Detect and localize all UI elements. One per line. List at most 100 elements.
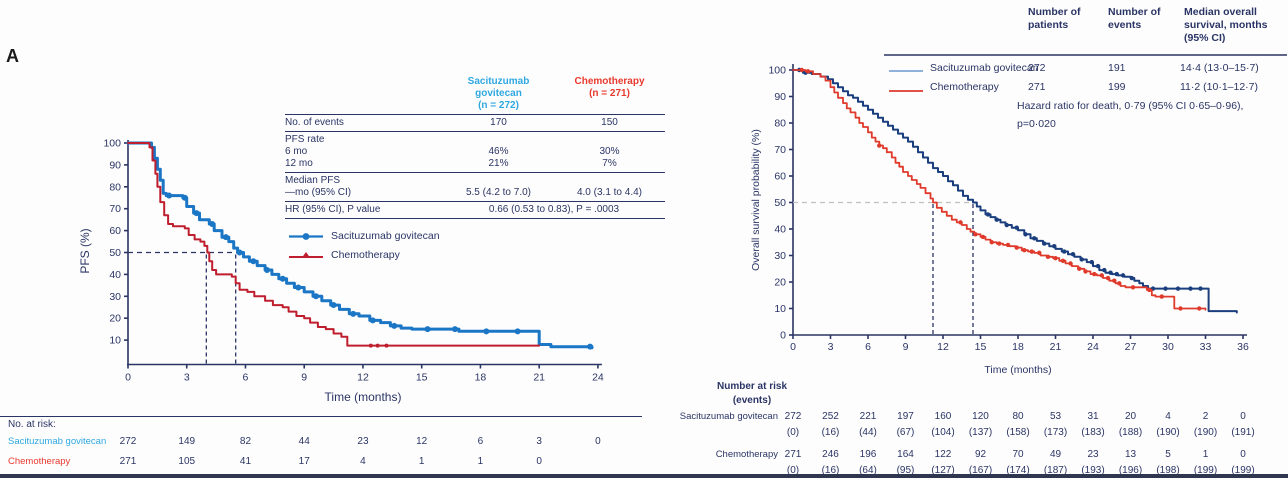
pfs-rate-row: PFS rate — [285, 134, 665, 146]
hr-value: 0.66 (0.53 to 0.83), P = .0003 — [488, 204, 620, 215]
at-risk-value: (0) — [786, 465, 800, 476]
at-risk-value: (198) — [1156, 465, 1180, 476]
at-risk-value: 105 — [178, 456, 196, 467]
pfs-table-col1-header: Sacituzumab govitecan (n = 272) — [443, 76, 554, 112]
y-tick-label: 40 — [774, 224, 786, 236]
at-risk-value: 2 — [1202, 411, 1209, 422]
at-risk-value: 53 — [1049, 411, 1062, 422]
os-axes — [789, 64, 1247, 339]
y-tick-label: 60 — [774, 171, 786, 183]
at-risk-value: (190) — [1156, 427, 1180, 438]
at-risk-value: 31 — [1087, 411, 1099, 422]
pfs-censor-marks-sacituzumab-govitecan — [166, 192, 594, 350]
events-label: No. of events — [285, 117, 344, 128]
os-legend-label-chemotherapy: Chemotherapy — [930, 81, 999, 93]
table-rule — [285, 172, 665, 173]
at-risk-value: 272 — [119, 436, 137, 447]
pfs-tick-labels: 0 3 6 9 12 15 18 21 24 10 20 30 40 50 60 70 80 90 100 — [103, 138, 603, 384]
spacer — [285, 76, 443, 112]
at-risk-value: (188) — [1118, 427, 1143, 438]
at-risk-value: (199) — [1193, 465, 1218, 476]
at-risk-value: 120 — [972, 411, 989, 422]
events-value-sg: 170 — [490, 117, 507, 128]
rate-12mo-label: 12 mo — [285, 158, 313, 169]
x-tick-label: 3 — [828, 341, 834, 353]
pfs-legend-label-chemotherapy: Chemotherapy — [331, 249, 400, 261]
at-risk-value: 197 — [897, 411, 914, 422]
at-risk-value: 271 — [119, 456, 137, 467]
at-risk-value: 149 — [178, 436, 196, 447]
y-tick-label: 70 — [774, 144, 786, 156]
y-tick-label: 0 — [780, 330, 786, 342]
rate-12mo-sg: 21% — [488, 158, 509, 169]
table-rule — [285, 131, 665, 132]
at-risk-value: (193) — [1081, 465, 1105, 476]
os-at-risk-label-sacituzumab: Sacituzumab govitecan — [679, 411, 778, 422]
pfs-rate-label: PFS rate — [285, 134, 325, 145]
rate-6mo-sg: 46% — [488, 146, 509, 157]
os-table-header-events: Number of events — [1108, 6, 1161, 31]
y-tick-label: 80 — [774, 118, 786, 130]
y-tick-label: 100 — [103, 138, 121, 150]
median-pfs-sg: 5.5 (4.2 to 7.0) — [465, 187, 532, 198]
at-risk-value: 0 — [536, 456, 542, 467]
median-pfs-values-row: —mo (95% CI) 5.5 (4.2 to 7.0) 4.0 (3.1 t… — [285, 187, 665, 199]
at-risk-value: 5 — [1165, 449, 1171, 460]
at-risk-value: (127) — [931, 465, 955, 476]
pfs-rate-12mo-row: 12 mo 21% 7% — [285, 158, 665, 170]
x-tick-label: 24 — [1087, 341, 1099, 353]
at-risk-value: 17 — [298, 456, 310, 467]
pfs-median-dashed-lines — [128, 251, 238, 364]
at-risk-value: 4 — [1165, 411, 1171, 422]
os-legend-swatch-chemotherapy — [888, 83, 924, 101]
x-tick-label: 12 — [937, 341, 949, 353]
at-risk-value: 4 — [360, 456, 366, 467]
at-risk-value: 0 — [595, 436, 601, 447]
rate-12mo-chemo: 7% — [602, 158, 617, 169]
at-risk-value: (196) — [1118, 465, 1143, 476]
at-risk-value: 271 — [784, 449, 802, 460]
x-tick-label: 15 — [416, 372, 428, 384]
at-risk-value: 160 — [934, 411, 952, 422]
os-table-header-patients: Number of patients — [1028, 6, 1081, 31]
os-median-chemotherapy: 11·2 (10·1–12·7) — [1180, 81, 1259, 93]
at-risk-value: (167) — [968, 465, 993, 476]
y-tick-label: 50 — [774, 197, 786, 209]
os-at-risk-title-line1: Number at risk — [716, 381, 788, 392]
x-tick-label: 6 — [865, 341, 871, 353]
pfs-censor-marks-chemotherapy — [368, 343, 389, 348]
os-patients-chemotherapy: 271 — [1028, 81, 1046, 93]
at-risk-value: 23 — [357, 436, 369, 447]
pfs-at-risk-title: No. at risk: — [8, 419, 56, 430]
at-risk-value: (183) — [1081, 427, 1105, 438]
pfs-rate-6mo-row: 6 mo 46% 30% — [285, 146, 665, 158]
os-x-axis-title: Time (months) — [984, 364, 1052, 376]
at-risk-value: (199) — [1231, 465, 1255, 476]
x-tick-label: 6 — [243, 372, 249, 384]
x-tick-label: 18 — [475, 372, 487, 384]
pfs-curve-chemotherapy — [127, 142, 541, 347]
panel-a-label: A — [6, 46, 19, 66]
y-tick-label: 90 — [774, 91, 786, 103]
x-tick-label: 21 — [533, 372, 545, 384]
os-events-sacituzumab: 191 — [1108, 62, 1126, 74]
at-risk-value: 1 — [1202, 449, 1209, 460]
x-tick-label: 3 — [184, 372, 190, 384]
at-risk-value: 0 — [1240, 411, 1246, 422]
y-tick-label: 20 — [774, 277, 786, 289]
y-tick-label: 20 — [109, 313, 121, 325]
at-risk-value: (173) — [1043, 427, 1068, 438]
at-risk-value: (174) — [1006, 465, 1030, 476]
hr-row: HR (95% CI), P value 0.66 (0.53 to 0.83)… — [285, 204, 665, 216]
at-risk-value: 13 — [1124, 449, 1137, 460]
x-tick-label: 12 — [357, 372, 369, 384]
median-pfs-chemo: 4.0 (3.1 to 4.4) — [576, 187, 643, 198]
pfs-legend-item-sacituzumab: Sacituzumab govitecan — [288, 230, 440, 242]
bottom-border-bar — [0, 474, 1288, 478]
table-rule — [285, 114, 665, 115]
pfs-legend-item-chemotherapy: Chemotherapy — [288, 249, 440, 261]
at-risk-value: 20 — [1124, 411, 1137, 422]
pfs-legend-label-sacituzumab: Sacituzumab govitecan — [331, 230, 440, 242]
x-tick-label: 9 — [903, 341, 909, 353]
at-risk-value: 252 — [822, 411, 839, 422]
